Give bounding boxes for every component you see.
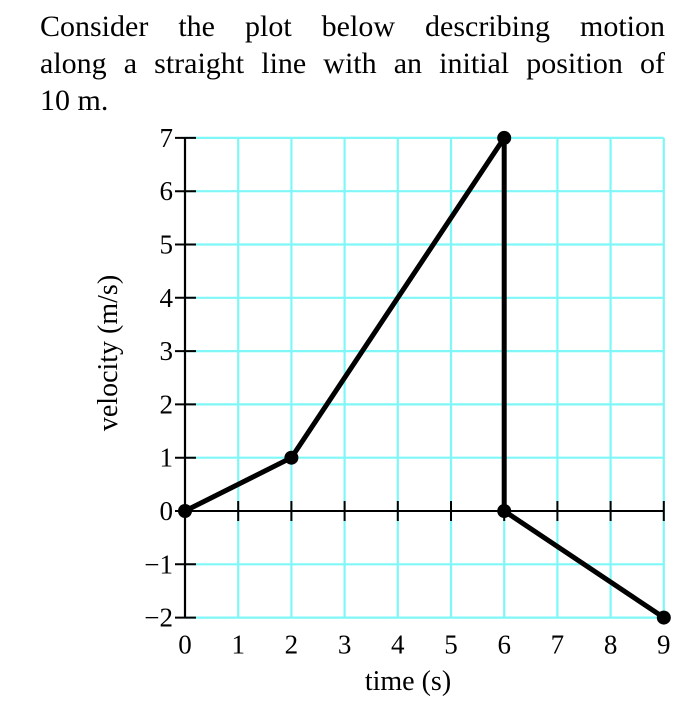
x-tick-label: 1 (231, 630, 245, 660)
axes (175, 136, 665, 619)
y-axis-label: velocity (m/s) (93, 275, 124, 431)
problem-intro: Consider the plot below describing motio… (40, 8, 665, 119)
y-tick-label: 3 (160, 336, 174, 366)
x-tick-label: 3 (338, 630, 352, 660)
clipped-question-text (0, 700, 696, 712)
y-tick-label: 2 (160, 389, 174, 419)
y-tick-label: −1 (144, 549, 173, 579)
x-tick-label: 4 (391, 630, 405, 660)
data-series (178, 130, 671, 625)
x-tick-label: 7 (551, 630, 565, 660)
y-tick-label: 4 (160, 283, 174, 313)
x-tick-label: 0 (178, 630, 192, 660)
tick-labels: −2 −1 0 1 2 3 4 5 6 7 0 1 2 3 4 5 6 7 8 9 (144, 123, 670, 660)
data-point-marker (497, 130, 512, 145)
x-tick-label: 9 (657, 630, 671, 660)
intro-line: Consider the plot below describing motio… (40, 10, 665, 43)
grid-lines (185, 136, 665, 619)
y-tick-label: 0 (160, 496, 174, 526)
x-axis-label: time (s) (365, 666, 451, 697)
data-point-marker (284, 450, 299, 465)
y-tick-label: −2 (144, 603, 173, 633)
intro-line: 10 m. (40, 84, 109, 117)
velocity-line (182, 135, 667, 621)
data-point-marker (497, 504, 512, 518)
y-tick-label: 6 (160, 176, 174, 206)
y-tick-label: 1 (160, 443, 174, 473)
x-tick-label: 8 (604, 630, 618, 660)
y-tick-label: 5 (160, 230, 174, 260)
x-tick-label: 5 (444, 630, 458, 660)
data-point-marker (178, 504, 192, 518)
intro-line: along a straight line with an initial po… (40, 47, 665, 80)
x-tick-label: 2 (285, 630, 299, 660)
data-point-marker (656, 610, 671, 625)
x-tick-label: 6 (497, 630, 511, 660)
y-tick-label: 7 (160, 123, 174, 153)
